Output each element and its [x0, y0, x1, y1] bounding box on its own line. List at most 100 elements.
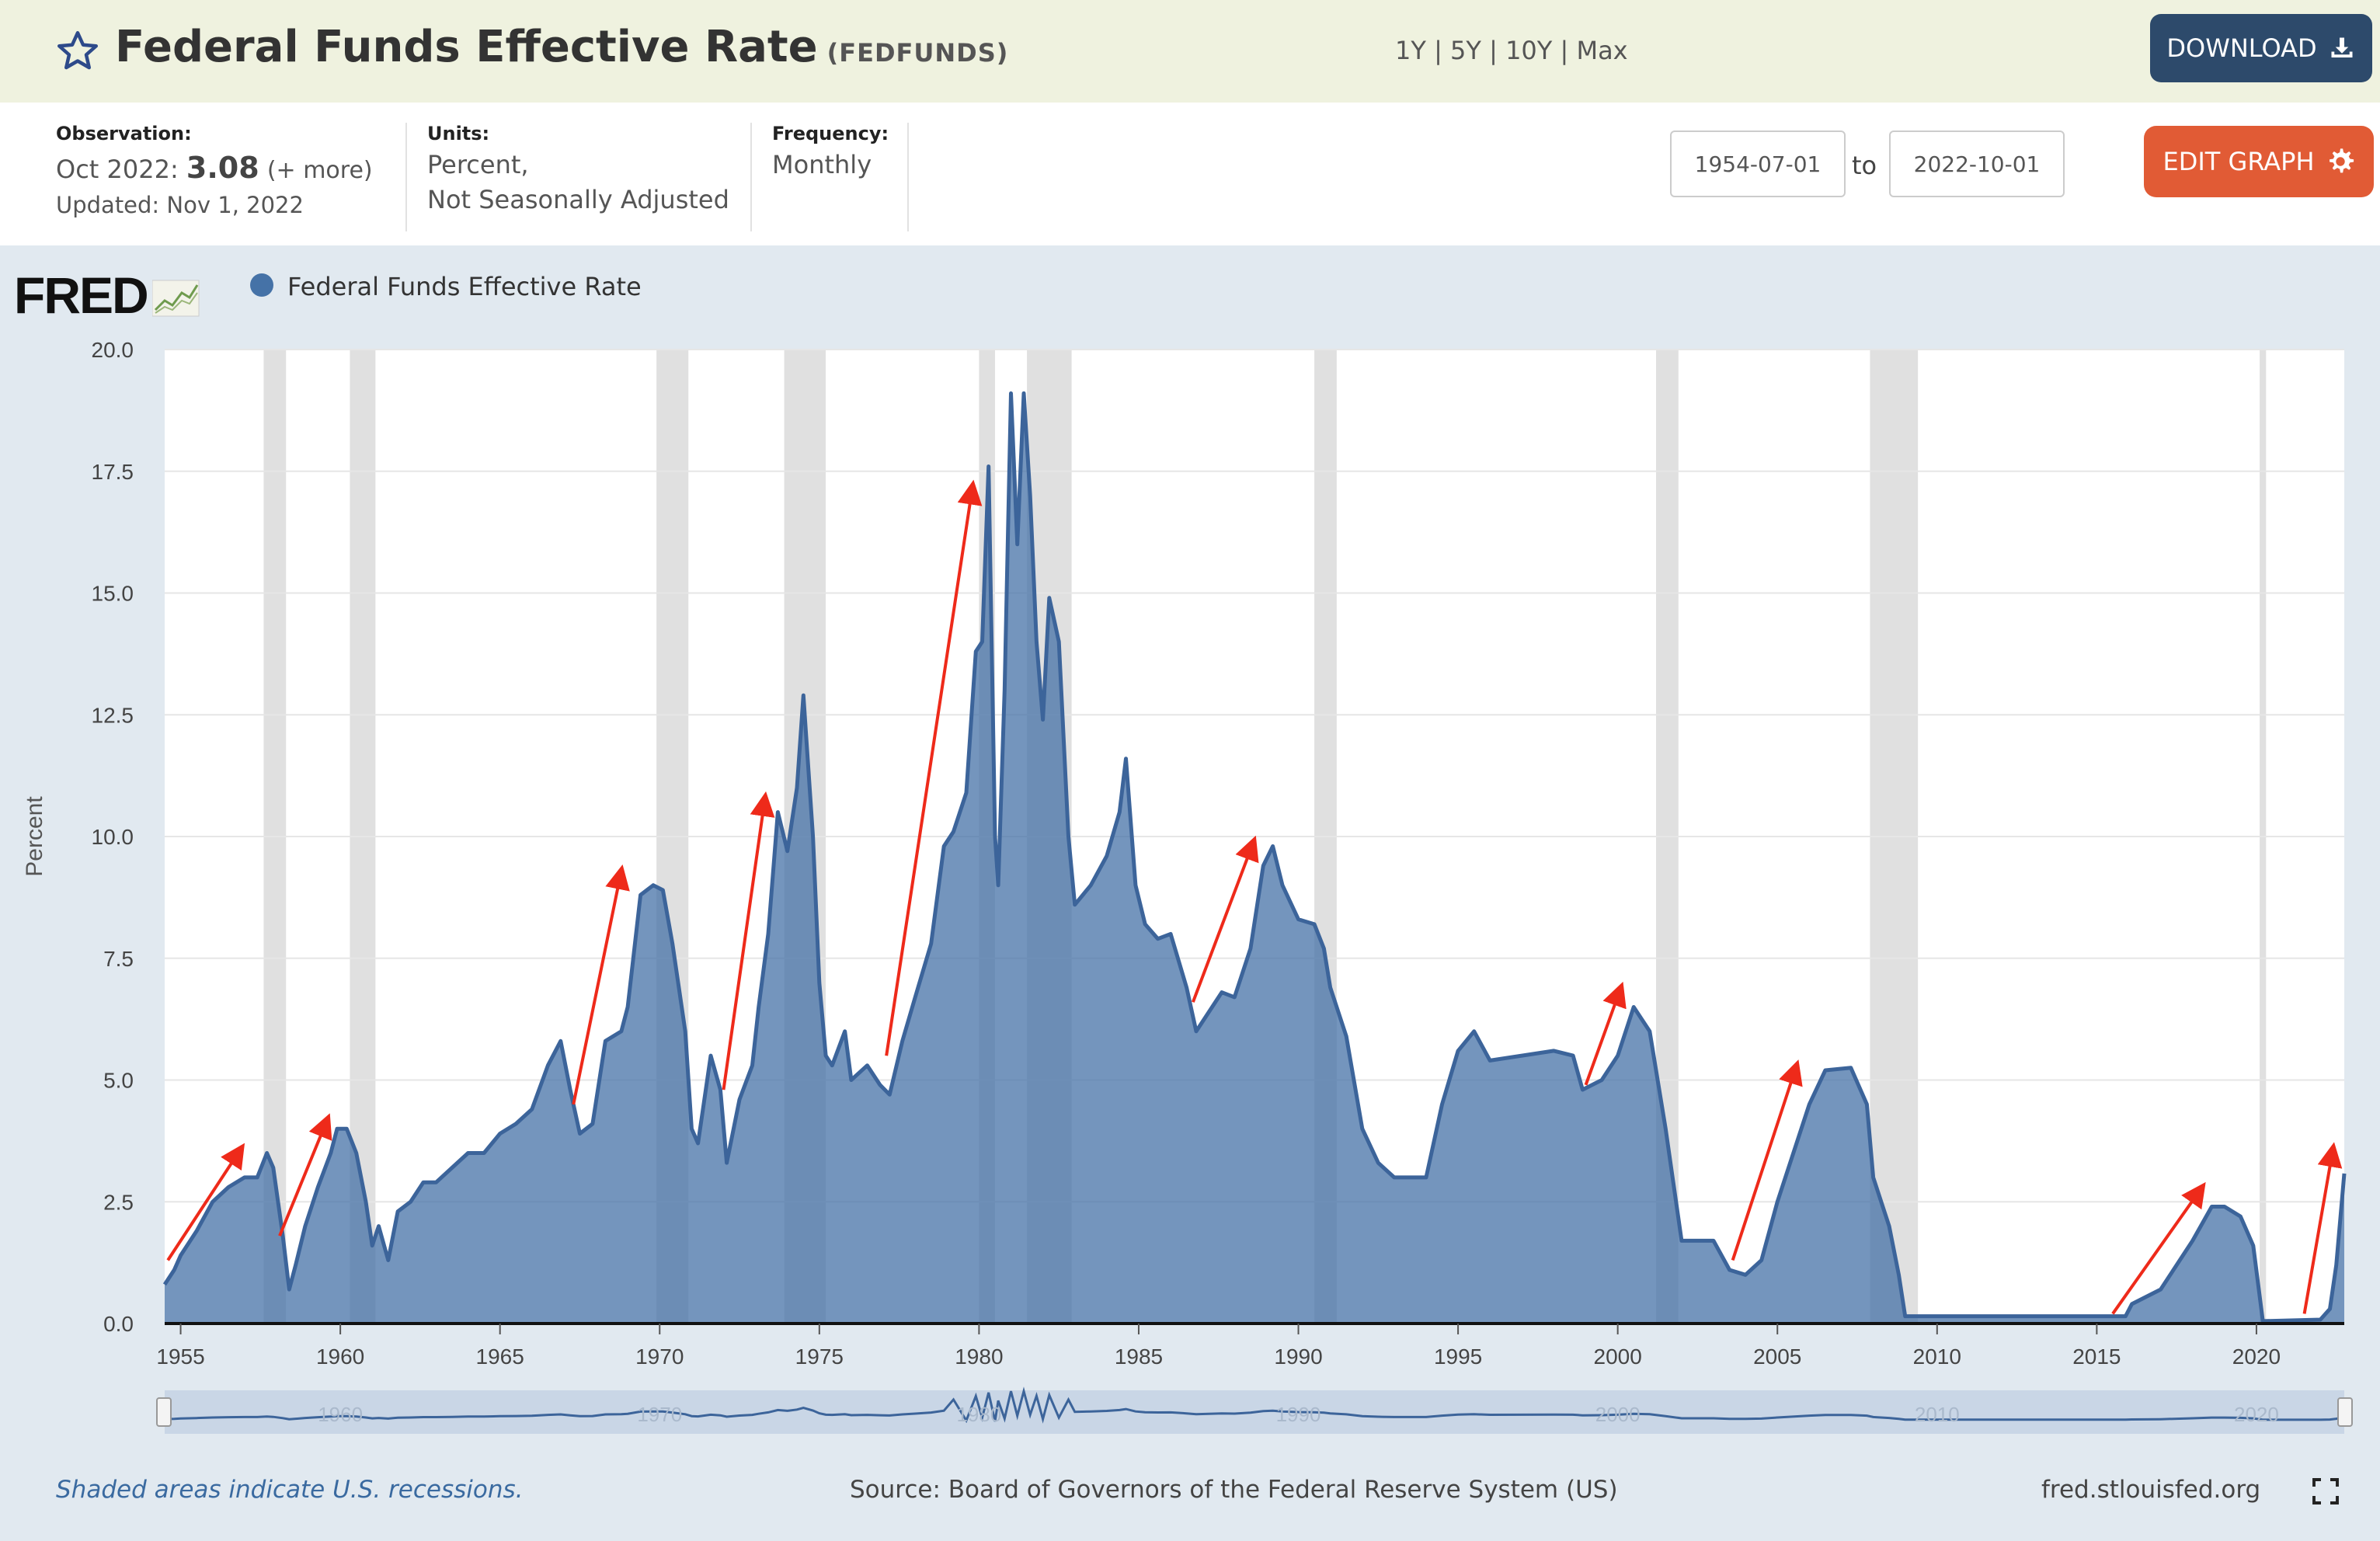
- y-tick-label: 20.0: [92, 338, 134, 362]
- x-tick-label: 2000: [1594, 1344, 1642, 1369]
- annotation-arrow: [1584, 981, 1627, 1086]
- annotation-arrow: [166, 1143, 245, 1261]
- fred-logo-text: FRED: [14, 266, 149, 324]
- series-line: [162, 391, 2347, 1324]
- range-selector: 1Y | 5Y | 10Y | Max: [1395, 36, 1628, 65]
- range-1y-button[interactable]: 1Y: [1395, 36, 1426, 65]
- source-note: Source: Board of Governors of the Federa…: [850, 1476, 1618, 1504]
- fred-logo: FRED: [14, 266, 200, 325]
- range-separator: |: [1489, 36, 1498, 65]
- frequency-block: Frequency: Monthly: [772, 123, 889, 183]
- start-date-input[interactable]: 1954-07-01: [1670, 130, 1846, 197]
- annotation-arrows: [166, 479, 2343, 1315]
- units-line1: Percent,: [427, 150, 529, 179]
- navigator-label: 2000: [1595, 1403, 1641, 1426]
- navigator-label: 2010: [1915, 1403, 1960, 1426]
- navigator-label: 1990: [1276, 1403, 1321, 1426]
- observation-line: Oct 2022: 3.08 (+ more): [56, 151, 373, 188]
- site-link[interactable]: fred.stlouisfed.org: [2041, 1476, 2261, 1504]
- x-tick-label: 1995: [1434, 1344, 1482, 1369]
- y-tick-label: 7.5: [103, 947, 134, 971]
- fullscreen-icon[interactable]: [2312, 1477, 2340, 1505]
- units-block: Units: Percent, Not Seasonally Adjusted: [427, 123, 729, 217]
- download-label: DOWNLOAD: [2166, 33, 2317, 63]
- navigator-label: 1960: [318, 1403, 363, 1426]
- navigator-series-line: [164, 1386, 2345, 1424]
- chart-area: 0.0 2.5 5.0 7.5 10.0 12.5 15.0 17.5 20.0 1955 196…: [22, 338, 2353, 1434]
- range-separator: |: [1560, 36, 1569, 65]
- info-divider: [907, 123, 909, 231]
- annotation-arrow: [722, 791, 775, 1091]
- x-tick-label: 2005: [1753, 1344, 1801, 1369]
- observation-block: Observation: Oct 2022: 3.08 (+ more) Upd…: [56, 123, 373, 223]
- x-tick-label: 1965: [476, 1344, 524, 1369]
- series-area: [165, 393, 2344, 1324]
- observation-label: Observation:: [56, 123, 192, 144]
- annotation-arrow: [572, 864, 630, 1105]
- legend-marker: [250, 273, 273, 297]
- info-divider: [405, 123, 407, 231]
- mini-chart-icon: [151, 280, 200, 317]
- navigator-label: 1980: [956, 1403, 1001, 1426]
- frequency-value: Monthly: [772, 150, 872, 179]
- y-axis-ticks: 0.0 2.5 5.0 7.5 10.0 12.5 15.0 17.5 20.0: [92, 338, 134, 1336]
- gear-icon: [2329, 148, 2354, 173]
- x-tick-label: 2010: [1913, 1344, 1961, 1369]
- x-tick-label: 1985: [1115, 1344, 1163, 1369]
- annotation-arrow: [278, 1113, 332, 1237]
- end-date-input[interactable]: 2022-10-01: [1889, 130, 2065, 197]
- x-tick-label: 1970: [635, 1344, 684, 1369]
- y-tick-label: 2.5: [103, 1190, 134, 1214]
- x-tick-label: 1960: [316, 1344, 364, 1369]
- edit-graph-label: EDIT GRAPH: [2163, 147, 2315, 176]
- x-axis-ticks: 1955 1960 1965 1970 1975 1980 1985 1990 1995 2000…: [156, 1324, 2281, 1369]
- page-title: Federal Funds Effective Rate (FEDFUNDS): [115, 22, 1008, 72]
- download-icon: [2331, 37, 2353, 57]
- y-tick-label: 17.5: [92, 460, 134, 484]
- frequency-label: Frequency:: [772, 123, 889, 144]
- edit-graph-button[interactable]: EDIT GRAPH: [2144, 126, 2374, 197]
- x-tick-label: 1955: [156, 1344, 204, 1369]
- annotation-arrow: [1731, 1059, 1803, 1261]
- navigator-label: 1970: [637, 1403, 682, 1426]
- recession-note: Shaded areas indicate U.S. recessions.: [56, 1476, 524, 1504]
- range-navigator[interactable]: 1960 1970 1980 1990 2000 2010 2020: [156, 1386, 2353, 1434]
- annotation-arrow: [1191, 835, 1259, 1003]
- y-tick-label: 15.0: [92, 582, 134, 606]
- series-title: Federal Funds Effective Rate: [115, 22, 818, 72]
- x-tick-label: 1980: [955, 1344, 1003, 1369]
- observation-value: 3.08: [186, 151, 259, 185]
- download-button[interactable]: DOWNLOAD: [2150, 14, 2372, 82]
- units-label: Units:: [427, 123, 490, 144]
- info-divider: [750, 123, 752, 231]
- x-tick-label: 2020: [2232, 1344, 2281, 1369]
- legend-series-label[interactable]: Federal Funds Effective Rate: [287, 272, 642, 301]
- navigator-label: 2020: [2234, 1403, 2279, 1426]
- annotation-arrow: [2302, 1142, 2343, 1314]
- range-separator: |: [1434, 36, 1442, 65]
- observation-more-link[interactable]: (+ more): [266, 157, 373, 184]
- date-to-label: to: [1852, 151, 1877, 180]
- navigator-left-handle[interactable]: [156, 1397, 172, 1427]
- y-tick-label: 5.0: [103, 1069, 134, 1093]
- series-id: (FEDFUNDS): [826, 38, 1009, 68]
- y-axis-label: Percent: [22, 796, 47, 877]
- x-tick-label: 2015: [2072, 1344, 2121, 1369]
- y-tick-label: 10.0: [92, 825, 134, 849]
- star-outline-icon[interactable]: [54, 28, 101, 75]
- range-10y-button[interactable]: 10Y: [1505, 36, 1553, 65]
- y-tick-label: 12.5: [92, 703, 134, 727]
- observation-date: Oct 2022:: [56, 155, 179, 184]
- range-5y-button[interactable]: 5Y: [1450, 36, 1481, 65]
- navigator-labels: 1960 1970 1980 1990 2000 2010 2020: [318, 1403, 2279, 1426]
- updated-date: Updated: Nov 1, 2022: [56, 192, 304, 218]
- header-bar: Federal Funds Effective Rate (FEDFUNDS) D…: [0, 0, 2380, 103]
- x-tick-label: 1975: [795, 1344, 844, 1369]
- x-tick-label: 1990: [1274, 1344, 1322, 1369]
- annotation-arrow: [2111, 1181, 2206, 1315]
- range-max-button[interactable]: Max: [1576, 36, 1628, 65]
- navigator-right-handle[interactable]: [2337, 1397, 2353, 1427]
- annotation-arrow: [885, 479, 983, 1056]
- y-tick-label: 0.0: [103, 1312, 134, 1336]
- units-line2: Not Seasonally Adjusted: [427, 185, 729, 214]
